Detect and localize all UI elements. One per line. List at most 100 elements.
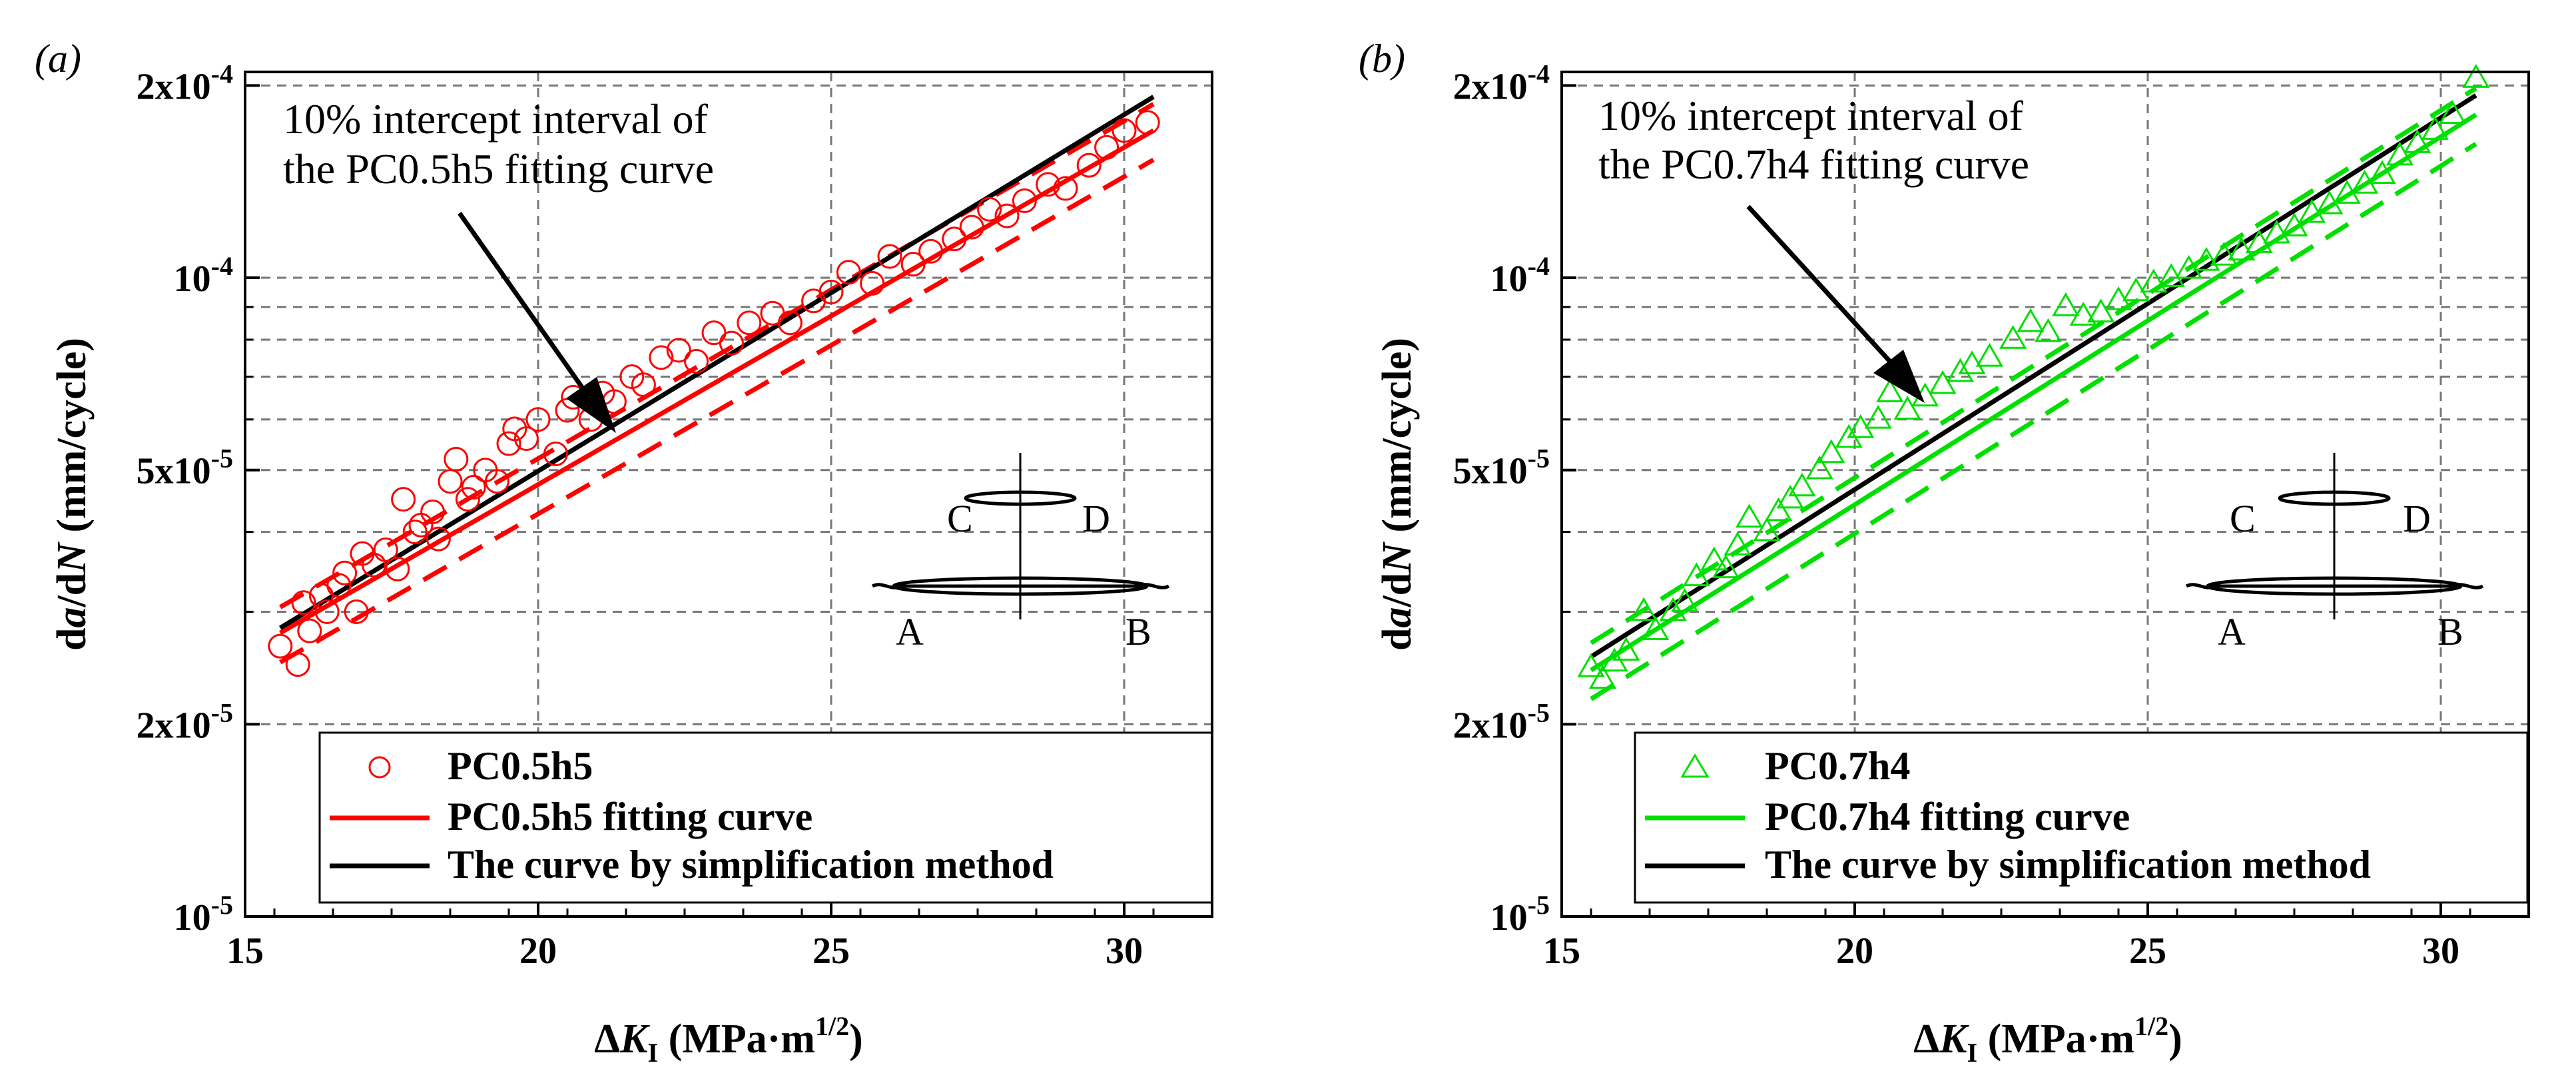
data-point bbox=[2421, 116, 2449, 140]
panel-a: C D A B 10% intercept interval of the PC… bbox=[35, 37, 1213, 1068]
x-axis-title: ΔKI (MPa·m1/2) bbox=[1913, 1011, 2182, 1068]
y-tick-label: 2x10-4 bbox=[1453, 59, 1550, 107]
inset-label-a: A bbox=[2218, 610, 2246, 653]
legend-label-simplified: The curve by simplification method bbox=[1765, 843, 2371, 887]
inset-label-c: C bbox=[2230, 497, 2256, 540]
data-point bbox=[2386, 141, 2414, 166]
inset-label-a: A bbox=[896, 610, 924, 653]
data-point bbox=[1817, 439, 1845, 464]
data-point bbox=[373, 538, 398, 563]
inset-label-b: B bbox=[2437, 610, 2463, 653]
inset-label-b: B bbox=[1126, 610, 1151, 653]
data-point bbox=[1764, 497, 1793, 522]
data-point bbox=[631, 372, 656, 398]
data-point bbox=[297, 618, 322, 643]
data-point bbox=[836, 260, 861, 285]
legend-label-fit: PC0.7h4 fitting curve bbox=[1765, 795, 2130, 839]
x-axis-title: ΔKI (MPa·m1/2) bbox=[594, 1011, 862, 1068]
data-point bbox=[332, 560, 358, 585]
annotation-line-1: 10% intercept interval of bbox=[1598, 92, 2024, 139]
interval-bound-line bbox=[1590, 86, 2477, 645]
x-tick-label: 15 bbox=[226, 930, 264, 972]
crack-schematic: C D A B bbox=[871, 453, 1170, 653]
x-tick-label: 30 bbox=[1106, 930, 1143, 972]
data-point bbox=[461, 474, 486, 500]
data-point bbox=[1112, 118, 1137, 143]
data-point bbox=[2140, 268, 2168, 293]
data-point bbox=[391, 487, 416, 512]
data-point bbox=[1805, 455, 1833, 480]
data-point bbox=[543, 441, 568, 466]
data-point bbox=[1776, 484, 1804, 509]
data-point bbox=[402, 520, 428, 545]
data-point bbox=[994, 203, 1020, 228]
data-point bbox=[1753, 517, 1781, 542]
data-point bbox=[1958, 350, 1986, 374]
x-tick-label: 25 bbox=[2129, 930, 2166, 972]
data-point bbox=[1577, 653, 1605, 677]
data-point bbox=[2087, 298, 2115, 323]
data-point bbox=[1929, 370, 1957, 394]
data-point bbox=[1946, 358, 1975, 382]
data-point bbox=[666, 338, 691, 363]
data-point bbox=[1876, 378, 1904, 402]
data-point bbox=[1671, 587, 1699, 612]
inset-label-c: C bbox=[947, 497, 973, 540]
data-point bbox=[1630, 597, 1658, 621]
data-point bbox=[1036, 172, 1061, 197]
data-point bbox=[2368, 160, 2396, 184]
data-point bbox=[1975, 342, 2004, 367]
annotation-line-1: 10% intercept interval of bbox=[283, 95, 709, 143]
data-point bbox=[701, 320, 727, 346]
data-point bbox=[344, 599, 369, 624]
data-point bbox=[2404, 129, 2431, 153]
crack-schematic: C D A B bbox=[2185, 453, 2484, 653]
data-point bbox=[684, 348, 709, 374]
data-point bbox=[1864, 404, 1892, 429]
data-point bbox=[1724, 531, 1752, 555]
y-tick-label: 2x10-5 bbox=[137, 697, 233, 746]
data-point bbox=[977, 196, 1002, 222]
data-point bbox=[1999, 324, 2027, 349]
legend-marker-circle bbox=[368, 756, 391, 779]
legend-label-data: PC0.5h5 bbox=[448, 744, 593, 788]
data-point bbox=[777, 310, 803, 336]
x-ticks: 15 20 25 30 bbox=[1543, 902, 2471, 972]
x-tick-label: 25 bbox=[812, 930, 850, 972]
data-point bbox=[2228, 236, 2256, 261]
data-point bbox=[385, 556, 410, 581]
plot-frame bbox=[1560, 71, 2530, 918]
data-point bbox=[2192, 246, 2220, 271]
legend: PC0.5h5 PC0.5h5 fitting curve The curve … bbox=[318, 731, 1213, 904]
data-point bbox=[2462, 64, 2490, 88]
data-point bbox=[1588, 665, 1617, 689]
data-point bbox=[1642, 616, 1670, 641]
data-point bbox=[268, 633, 293, 659]
data-point bbox=[291, 590, 316, 615]
annotation-line-2: the PC0.7h4 fitting curve bbox=[1598, 141, 2029, 188]
data-point bbox=[1012, 188, 1037, 213]
data-point bbox=[2069, 302, 2097, 326]
data-point bbox=[1700, 546, 1728, 571]
x-tick-label: 30 bbox=[2422, 930, 2459, 972]
y-tick-label: 5x10-5 bbox=[1453, 444, 1550, 492]
data-point bbox=[2052, 292, 2080, 316]
data-point bbox=[1682, 562, 1711, 587]
data-point bbox=[2438, 100, 2467, 125]
y-tick-label: 5x10-5 bbox=[137, 444, 233, 492]
x-tick-label: 20 bbox=[519, 930, 557, 972]
y-tick-label: 10-5 bbox=[1490, 890, 1550, 938]
data-point bbox=[285, 652, 310, 677]
data-point bbox=[2262, 219, 2291, 244]
data-point bbox=[2122, 277, 2150, 302]
legend-label-simplified: The curve by simplification method bbox=[448, 843, 1054, 887]
data-point bbox=[314, 599, 340, 624]
data-point bbox=[860, 270, 885, 296]
legend-label-fit: PC0.5h5 fitting curve bbox=[448, 795, 812, 839]
data-point bbox=[818, 279, 844, 304]
data-point bbox=[444, 446, 469, 472]
fitting-curve-line bbox=[279, 128, 1155, 635]
y-tick-label: 10-4 bbox=[1490, 251, 1550, 300]
x-tick-label: 20 bbox=[1836, 930, 1873, 972]
plot-frame bbox=[244, 71, 1213, 918]
